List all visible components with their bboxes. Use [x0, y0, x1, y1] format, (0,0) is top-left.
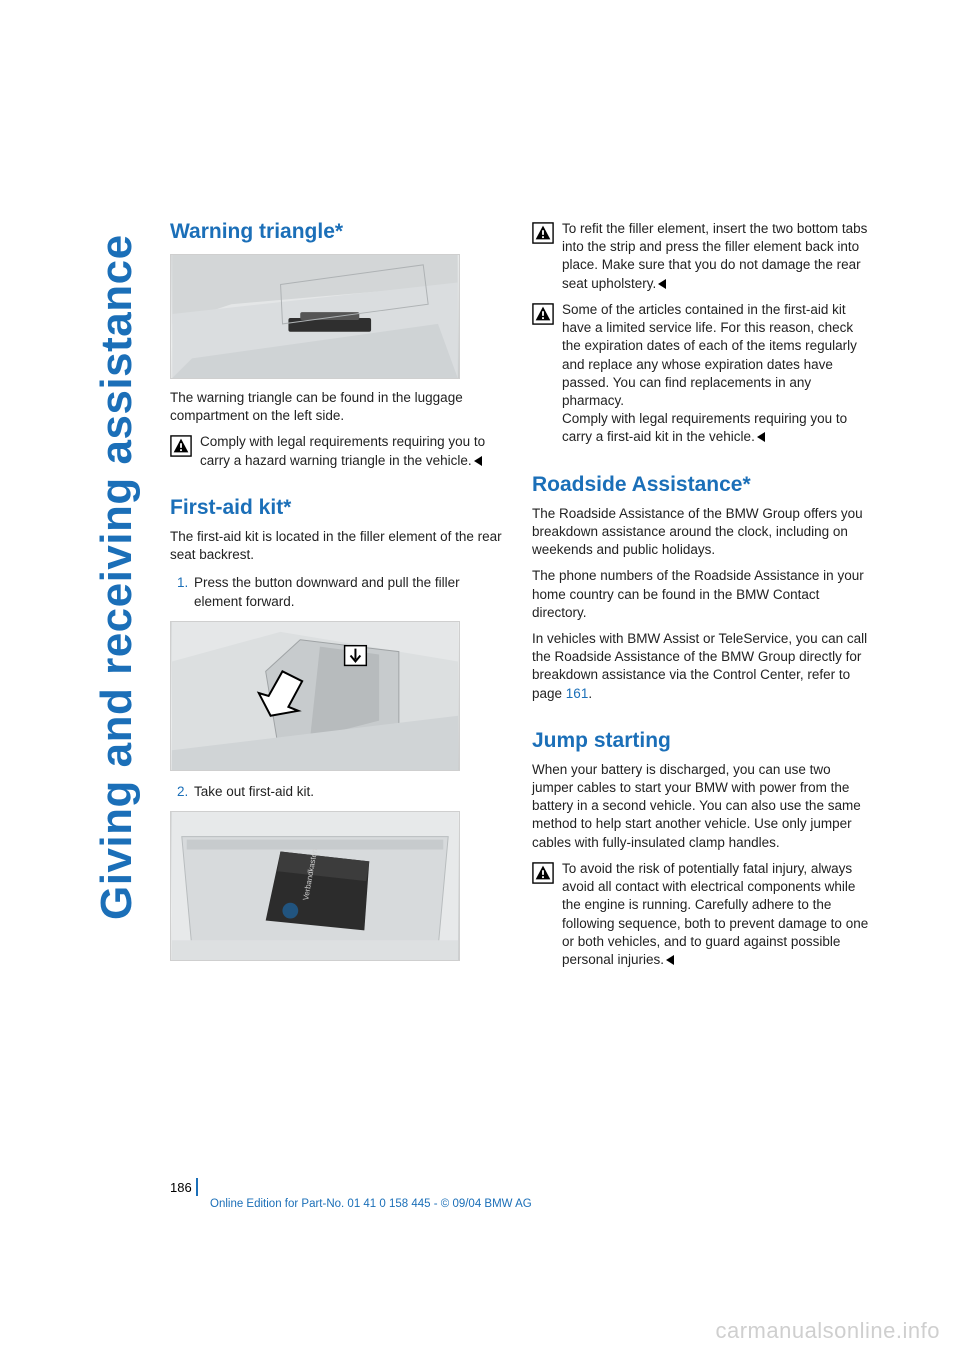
figure-warning-triangle	[170, 254, 460, 379]
figure-filler-element	[170, 621, 460, 771]
left-column: Warning triangle* The warning triangle c…	[170, 220, 508, 1140]
page-number-value: 186	[170, 1180, 192, 1195]
refit-warn-text: To refit the filler element, insert the …	[562, 221, 867, 291]
footer-edition: Online Edition for Part-No. 01 41 0 158 …	[210, 1198, 532, 1210]
jump-p1: When your battery is discharged, you can…	[532, 761, 870, 852]
end-marker-icon	[666, 955, 674, 965]
heading-jump-starting: Jump starting	[532, 729, 870, 753]
heading-roadside: Roadside Assistance*	[532, 473, 870, 497]
first-aid-step-2: Take out first-aid kit.	[192, 783, 508, 801]
filler-element-svg	[171, 622, 459, 770]
end-marker-icon	[658, 279, 666, 289]
warn-block-jump: To avoid the risk of potentially fatal i…	[532, 860, 870, 969]
heading-warning-triangle: Warning triangle*	[170, 220, 508, 244]
warning-triangle-svg	[171, 255, 459, 378]
warn-text-expiry: Some of the articles contained in the fi…	[562, 301, 870, 447]
roadside-p3-suffix: .	[588, 686, 592, 701]
page-number-bar	[196, 1178, 198, 1196]
warn-text-refit: To refit the filler element, insert the …	[562, 220, 870, 293]
warning-icon	[532, 303, 554, 325]
side-label-text: Giving and receiving assistance	[92, 220, 142, 920]
end-marker-icon	[757, 432, 765, 442]
first-aid-kit-svg: Verbandkasten	[171, 812, 459, 960]
manual-page: Giving and receiving assistance Warning …	[0, 0, 960, 1358]
first-aid-step-1: Press the button downward and pull the f…	[192, 574, 508, 610]
first-aid-steps-2: Take out first-aid kit.	[170, 783, 508, 805]
first-aid-steps-1: Press the button downward and pull the f…	[170, 574, 508, 614]
figure-first-aid-kit: Verbandkasten	[170, 811, 460, 961]
section-side-label: Giving and receiving assistance	[92, 0, 142, 220]
page-number: 186	[170, 1178, 198, 1196]
roadside-p1: The Roadside Assistance of the BMW Group…	[532, 505, 870, 560]
first-aid-intro: The first-aid kit is located in the fill…	[170, 528, 508, 564]
jump-warn-text: To avoid the risk of potentially fatal i…	[562, 861, 868, 967]
warn-triangle-legal-text: Comply with legal requirements requiring…	[200, 434, 485, 467]
warn-block-refit: To refit the filler element, insert the …	[532, 220, 870, 293]
end-marker-icon	[474, 456, 482, 466]
warning-triangle-caption: The warning triangle can be found in the…	[170, 389, 508, 425]
expiry-warn-p2: Comply with legal requirements requiring…	[562, 411, 847, 444]
warning-icon	[532, 862, 554, 884]
page-ref-161[interactable]: 161	[566, 686, 589, 701]
roadside-p3: In vehicles with BMW Assist or TeleServi…	[532, 630, 870, 703]
warning-icon	[532, 222, 554, 244]
warn-block-expiry: Some of the articles contained in the fi…	[532, 301, 870, 447]
warn-block-triangle-legal: Comply with legal requirements requiring…	[170, 433, 508, 469]
warn-text-jump: To avoid the risk of potentially fatal i…	[562, 860, 870, 969]
right-column: To refit the filler element, insert the …	[532, 220, 870, 1140]
heading-first-aid: First-aid kit*	[170, 496, 508, 520]
content-area: Warning triangle* The warning triangle c…	[170, 220, 870, 1140]
warning-icon	[170, 435, 192, 457]
watermark: carmanualsonline.info	[715, 1318, 940, 1344]
expiry-warn-p1: Some of the articles contained in the fi…	[562, 302, 857, 408]
roadside-p2: The phone numbers of the Roadside Assist…	[532, 567, 870, 622]
warn-text-triangle-legal: Comply with legal requirements requiring…	[200, 433, 508, 469]
